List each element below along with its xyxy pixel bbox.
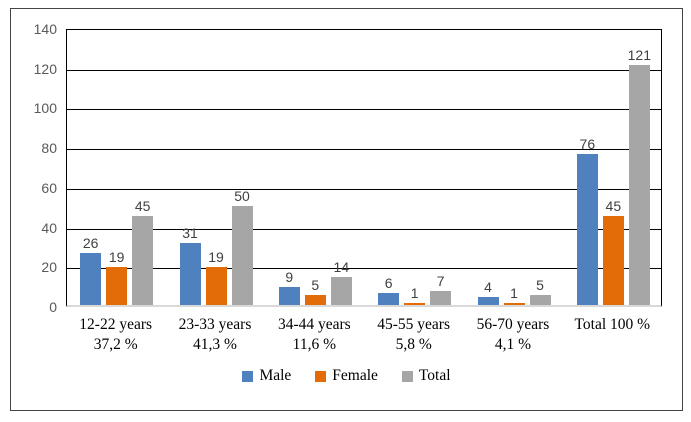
bar-total-1 [231, 206, 253, 305]
bar-male-2 [278, 287, 300, 305]
bar-female-3 [404, 303, 426, 305]
legend-item-total: Total [401, 367, 451, 385]
category-label-4: 56-70 years 4,1 % [463, 315, 562, 355]
plot-area: 26 19 45 31 19 50 9 5 14 6 1 7 4 1 5 76 45 121 [66, 29, 662, 307]
bar-label-female-2: 5 [311, 277, 320, 293]
gridline-20 [67, 268, 661, 270]
bar-label-male-0: 26 [82, 235, 99, 251]
bar-male-0 [80, 253, 102, 305]
bar-label-total-5: 121 [627, 47, 651, 63]
bar-label-female-3: 1 [410, 285, 419, 301]
gridline-60 [67, 188, 661, 190]
bar-label-total-1: 50 [234, 188, 250, 204]
legend-label-female: Female [332, 367, 378, 384]
bar-label-total-0: 45 [134, 198, 151, 214]
y-tick-label-20: 20 [41, 259, 57, 276]
gridline-120 [67, 69, 661, 71]
bar-label-male-4: 4 [484, 279, 492, 295]
category-label-5: Total 100 % [563, 315, 662, 355]
bar-female-4 [503, 303, 525, 305]
gridline-100 [67, 109, 661, 111]
category-label-line1: 45-55 years [377, 316, 451, 333]
gridline-40 [67, 228, 661, 230]
y-tick-label-40: 40 [41, 219, 57, 236]
category-label-line1: 34-44 years [277, 316, 351, 333]
bar-female-1 [205, 267, 227, 305]
category-label-percent: 4,1 % [494, 336, 532, 353]
legend-swatch-male [242, 370, 254, 382]
bar-total-3 [430, 291, 452, 305]
y-tick-label-120: 120 [33, 60, 57, 77]
y-tick-label-80: 80 [41, 140, 57, 157]
bar-label-female-5: 45 [605, 198, 622, 214]
gridline-80 [67, 149, 661, 151]
bar-female-2 [304, 295, 326, 305]
category-label-0: 12-22 years 37,2 % [66, 315, 165, 355]
category-label-line1: Total 100 % [574, 316, 651, 333]
category-label-percent: 5,8 % [395, 336, 432, 353]
bar-female-5 [602, 216, 624, 305]
bar-label-male-5: 76 [579, 136, 596, 152]
bar-male-1 [179, 243, 201, 305]
legend-swatch-total [401, 370, 413, 382]
y-tick-label-0: 0 [49, 299, 57, 315]
bar-female-0 [106, 267, 128, 305]
bar-label-total-2: 14 [333, 259, 350, 275]
bar-total-0 [132, 216, 154, 305]
legend-swatch-female [315, 370, 327, 382]
category-label-1: 23-33 years 41,3 % [165, 315, 264, 355]
bar-total-2 [330, 277, 352, 305]
bar-label-total-3: 7 [436, 273, 445, 289]
legend-item-female: Female [315, 367, 378, 385]
legend: Male Female Total [11, 367, 682, 385]
bar-total-4 [529, 295, 551, 305]
bar-label-female-4: 1 [510, 285, 518, 301]
bar-total-5 [628, 65, 650, 305]
bar-label-male-2: 9 [285, 269, 294, 285]
legend-label-total: Total [418, 367, 451, 384]
category-label-line1: 56-70 years [476, 316, 550, 333]
category-label-percent: 11,6 % [292, 336, 336, 353]
bar-male-5 [576, 154, 598, 305]
x-axis: 12-22 years 37,2 % 23-33 years 41,3 % 34-44 … [66, 315, 662, 355]
category-label-line1: 23-33 years [178, 316, 252, 333]
category-label-percent: 41,3 % [193, 336, 237, 353]
y-tick-label-60: 60 [41, 179, 57, 196]
category-label-percent: 37,2 % [93, 336, 138, 353]
legend-item-male: Male [242, 367, 291, 385]
bar-label-female-0: 19 [108, 249, 125, 265]
bar-male-3 [378, 293, 400, 305]
bar-male-4 [477, 297, 499, 305]
y-tick-label-140: 140 [33, 21, 57, 37]
category-label-3: 45-55 years 5,8 % [364, 315, 463, 355]
bar-label-female-1: 19 [208, 249, 224, 265]
bar-label-total-4: 5 [536, 277, 544, 293]
category-label-2: 34-44 years 11,6 % [265, 315, 364, 355]
chart-frame: 26 19 45 31 19 50 9 5 14 6 1 7 4 1 5 76 45 121 0 20 40 60 80 1… [10, 8, 683, 411]
legend-label-male: Male [259, 367, 292, 384]
bar-label-male-1: 31 [182, 225, 198, 241]
y-tick-label-100: 100 [33, 100, 57, 117]
bar-label-male-3: 6 [384, 275, 393, 291]
category-label-line1: 12-22 years [79, 316, 153, 333]
